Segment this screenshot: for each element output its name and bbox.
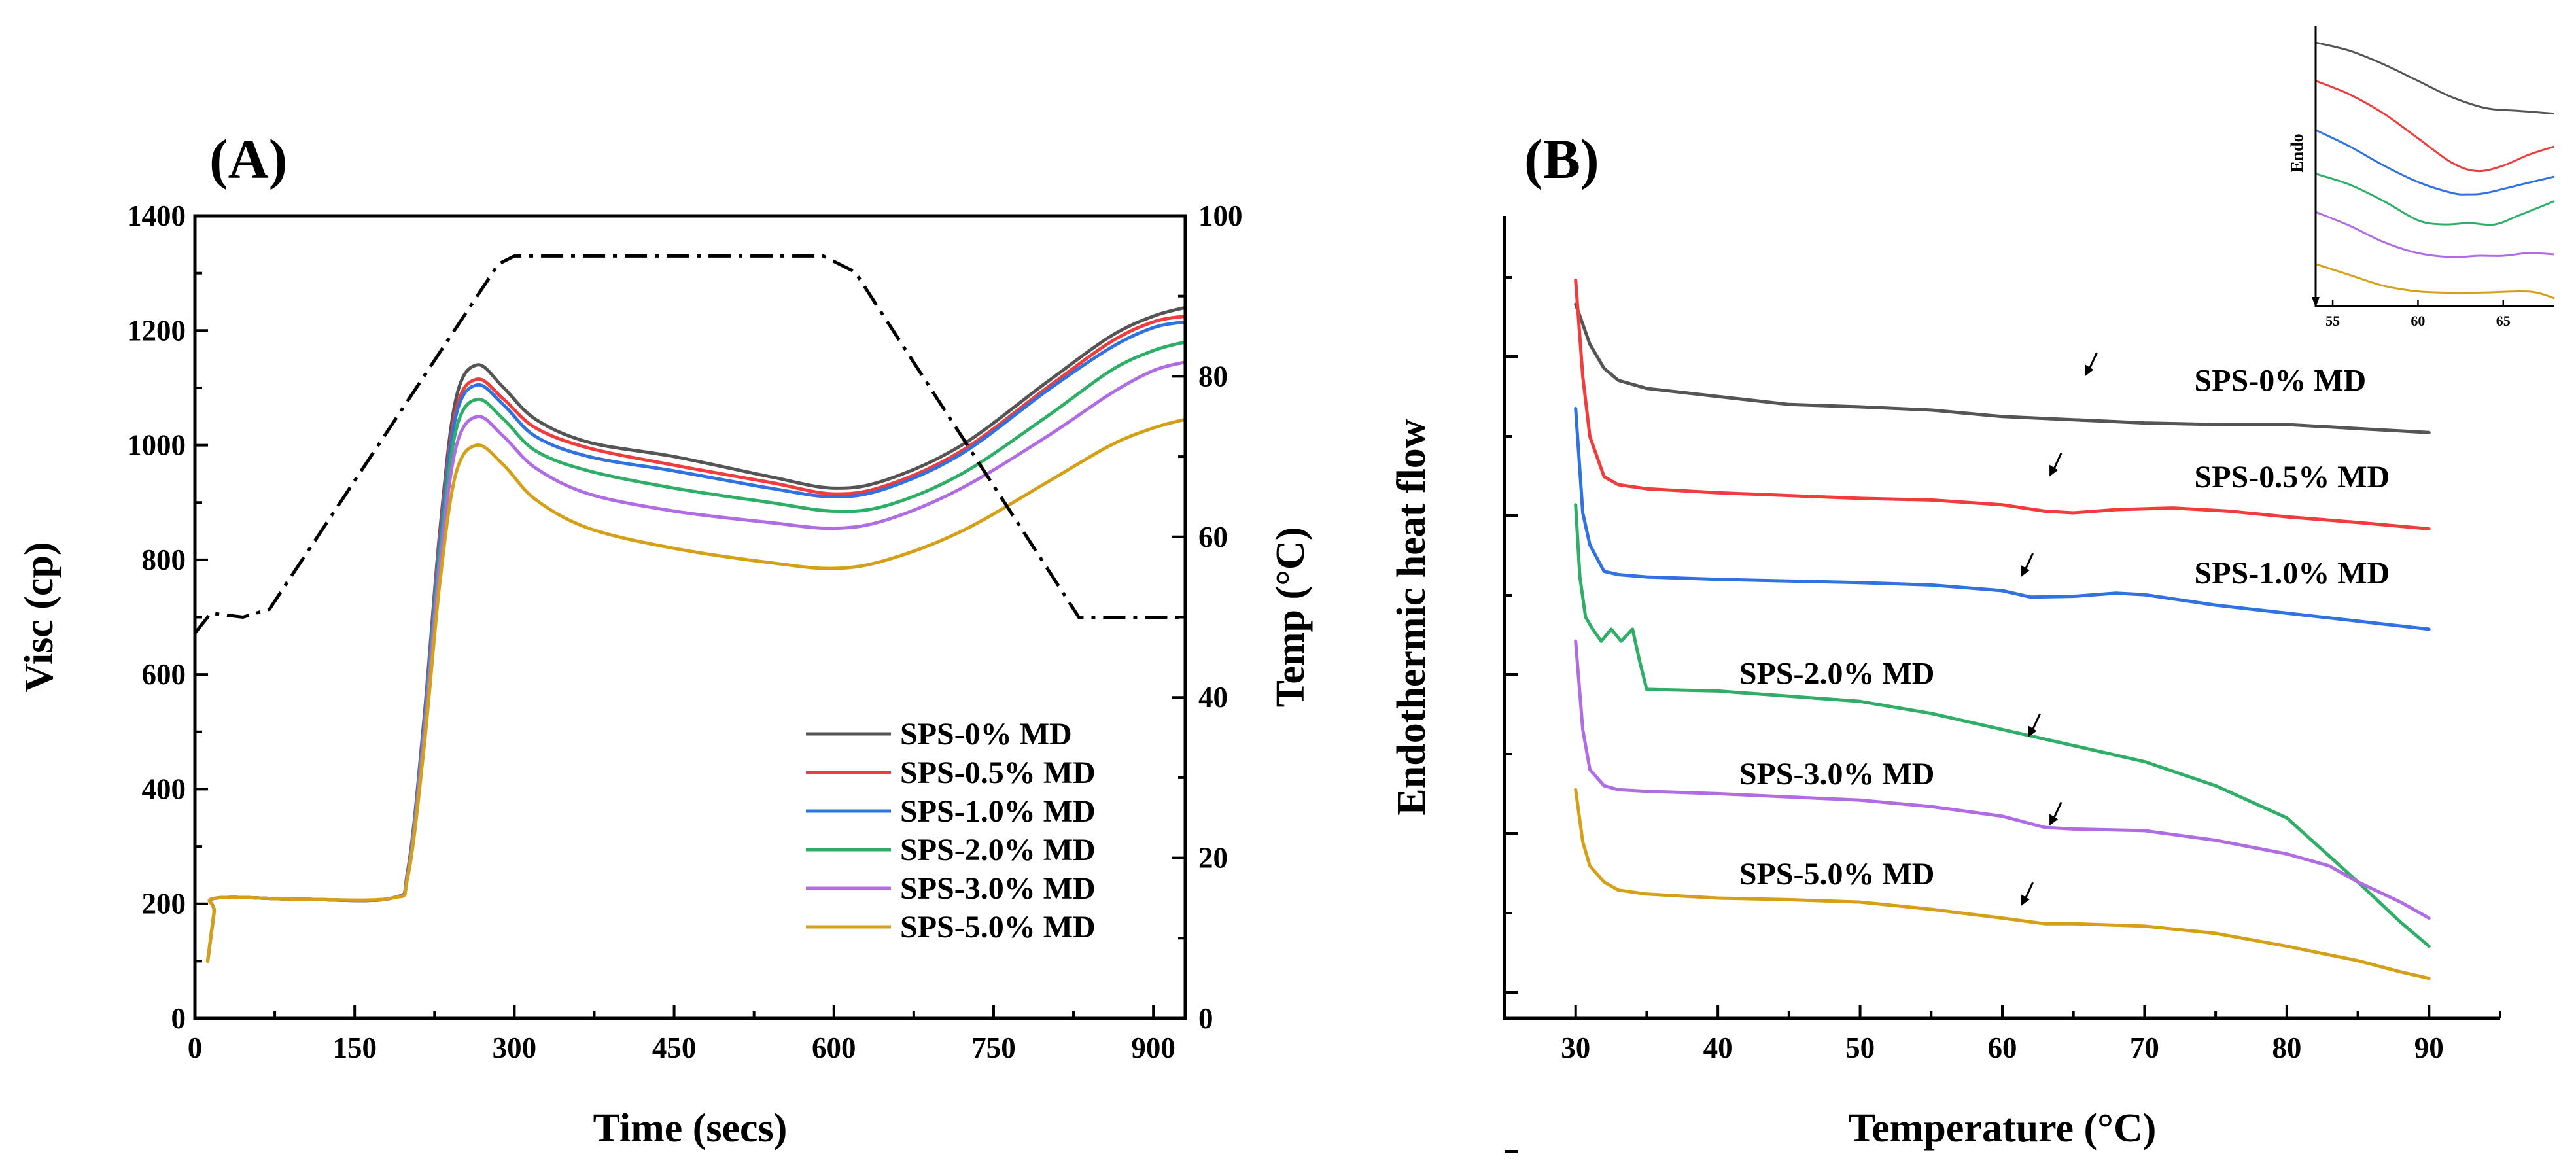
a-legend-label-sps-5-0pct-md: SPS-5.0% MD (900, 910, 1096, 945)
a-y-tick-label: 0 (171, 1002, 186, 1035)
a-x-tick-label: 150 (332, 1032, 377, 1064)
a-x-tick-label: 450 (652, 1032, 697, 1064)
a-y-axis-title: Visc (cp) (17, 542, 61, 692)
a-legend-label-sps-0pct-md: SPS-0% MD (900, 717, 1072, 752)
b-transition-arrow-sps-0-5pct-md (2049, 453, 2063, 477)
b-x-tick-label: 90 (2414, 1032, 2444, 1064)
b-transition-arrow-sps-3-0pct-md (2049, 801, 2063, 826)
b-transition-arrow-sps-5-0pct-md (2021, 882, 2034, 907)
a-right-ticks: 0 20 40 60 80 100 (1172, 200, 1243, 1035)
panel-label-a: (A) (209, 128, 287, 190)
b-x-tick-label: 70 (2130, 1032, 2159, 1064)
a-legend-label-sps-1-0pct-md: SPS-1.0% MD (900, 794, 1096, 829)
a-x-axis-title: Time (secs) (593, 1106, 788, 1151)
b-curve-sps-2-0pct-md (1574, 503, 2431, 948)
b-axes (1503, 216, 2500, 1020)
inset-x-tick-label: 60 (2411, 313, 2425, 329)
a-left-ticks: 0 200 400 600 800 1000 1200 1400 (127, 200, 208, 1035)
a-y2-tick-label: 100 (1198, 200, 1243, 232)
inset-endo-arrow (2312, 297, 2320, 307)
b-curve-label-sps-0-5pct-md: SPS-0.5% MD (2195, 460, 2390, 495)
a-x-tick-label: 0 (188, 1032, 203, 1064)
inset-ticks: 55 60 65 (2325, 300, 2511, 329)
b-transition-arrow-sps-2-0pct-md (2028, 713, 2041, 738)
b-transition-arrow-sps-1-0pct-md (2021, 553, 2034, 578)
a-x-tick-label: 600 (812, 1032, 856, 1064)
b-curve-labels: SPS-0% MD SPS-0.5% MD SPS-1.0% MD SPS-2.0% … (1739, 364, 2390, 892)
a-legend-label-sps-0-5pct-md: SPS-0.5% MD (900, 755, 1096, 790)
b-curve-label-sps-3-0pct-md: SPS-3.0% MD (1739, 757, 1935, 791)
b-left-ticks (1505, 276, 1518, 1153)
b-x-tick-label: 50 (1845, 1032, 1875, 1064)
a-y2-tick-label: 40 (1198, 681, 1228, 714)
a-y-tick-label: 400 (142, 772, 186, 805)
b-curve-label-sps-0pct-md: SPS-0% MD (2195, 364, 2367, 398)
b-bottom-ticks: 30 40 50 60 70 80 90 (1503, 1005, 2501, 1064)
b-x-tick-label: 30 (1561, 1032, 1590, 1064)
a-y2-tick-label: 60 (1198, 521, 1228, 553)
b-curve-sps-3-0pct-md (1574, 639, 2431, 920)
a-plot-frame (193, 214, 1187, 1020)
a-y2-tick-label: 20 (1198, 842, 1228, 875)
a-y2-axis-title: Temp (°C) (1268, 527, 1313, 708)
a-y2-tick-label: 0 (1198, 1002, 1213, 1035)
b-curve-sps-0-5pct-md (1574, 278, 2431, 530)
b-series-group (1574, 278, 2431, 981)
b-x-tick-label: 60 (1988, 1032, 2017, 1064)
a-y-tick-label: 1400 (127, 200, 186, 232)
a-y-tick-label: 800 (142, 544, 186, 576)
b-curve-label-sps-2-0pct-md: SPS-2.0% MD (1739, 656, 1935, 691)
b-inset: 55 60 65 Endo (2288, 26, 2555, 329)
inset-y-axis-title: Endo (2288, 133, 2306, 172)
b-x-axis-title: Temperature (°C) (1849, 1106, 2157, 1151)
a-y2-tick-label: 80 (1198, 360, 1228, 392)
b-arrows (2021, 352, 2098, 907)
b-y-axis-title: Endothermic heat flow (1389, 419, 1434, 815)
a-y-tick-label: 1200 (127, 314, 186, 347)
b-curve-sps-1-0pct-md (1574, 407, 2431, 631)
b-curve-sps-0pct-md (1574, 302, 2431, 434)
b-transition-arrow-sps-0pct-md (2085, 352, 2098, 377)
b-curve-label-sps-5-0pct-md: SPS-5.0% MD (1739, 857, 1935, 892)
a-curve-sps-5-0pct-md (206, 417, 1187, 963)
inset-curve-sps-2-0pct-md (2315, 173, 2555, 226)
inset-curve-sps-5-0pct-md (2315, 263, 2555, 300)
a-legend-label-sps-2-0pct-md: SPS-2.0% MD (900, 833, 1096, 867)
inset-curve-sps-0-5pct-md (2315, 80, 2555, 173)
inset-x-tick-label: 65 (2496, 313, 2511, 329)
b-curve-label-sps-1-0pct-md: SPS-1.0% MD (2195, 556, 2390, 591)
a-x-tick-label: 900 (1131, 1032, 1175, 1064)
inset-curve-sps-3-0pct-md (2315, 211, 2555, 258)
inset-x-tick-label: 55 (2325, 313, 2340, 329)
inset-series-group (2315, 41, 2555, 300)
a-x-tick-label: 300 (493, 1032, 537, 1064)
inset-curve-sps-1-0pct-md (2315, 129, 2555, 196)
a-series-group (206, 305, 1187, 963)
a-y-tick-label: 600 (142, 658, 186, 691)
a-y-tick-label: 200 (142, 888, 186, 920)
temperature-curve (194, 254, 1185, 634)
a-x-tick-label: 750 (971, 1032, 1016, 1064)
b-x-tick-label: 80 (2272, 1032, 2301, 1064)
panel-label-b: (B) (1524, 128, 1599, 190)
b-curve-sps-5-0pct-md (1574, 788, 2431, 981)
inset-curve-sps-0pct-md (2315, 41, 2555, 115)
a-legend-label-sps-3-0pct-md: SPS-3.0% MD (900, 871, 1096, 906)
a-y-tick-label: 1000 (127, 429, 186, 462)
b-x-tick-label: 40 (1703, 1032, 1733, 1064)
a-bottom-ticks: 0 150 300 450 600 750 900 (188, 1005, 1175, 1064)
